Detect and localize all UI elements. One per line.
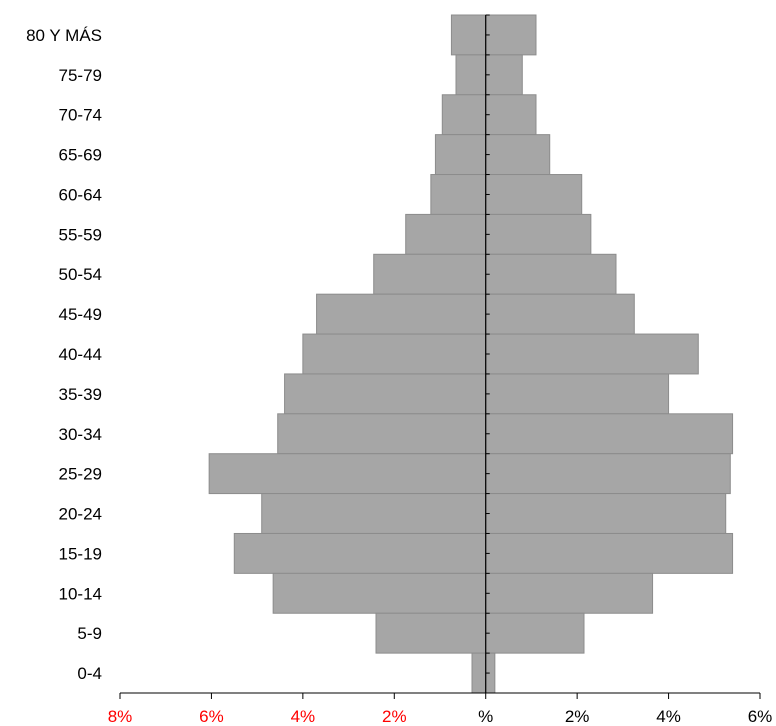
bar-left-13: [233, 532, 487, 574]
bar-left-5: [405, 213, 487, 255]
y-tick-label: 35-39: [59, 385, 102, 404]
y-tick-label: 20-24: [59, 505, 102, 524]
x-tick-label: 4%: [656, 707, 681, 726]
x-tick-label: 2%: [565, 707, 590, 726]
bar-left-9: [284, 373, 487, 415]
bar-left-16: [471, 652, 487, 694]
bar-right-5: [485, 213, 592, 255]
bar-left-8: [302, 333, 487, 375]
y-tick-label: 80 Y MÁS: [26, 26, 102, 45]
x-axis-labels: 8% 6% 4% 2%% 2% 4% 6%: [108, 707, 773, 726]
y-tick-label: 60-64: [59, 185, 102, 204]
bar-left-11: [208, 453, 487, 495]
x-tick-label: %: [478, 707, 493, 726]
bar-right-2: [485, 94, 537, 136]
x-tick-label: 6%: [199, 707, 224, 726]
bar-right-12: [485, 493, 727, 534]
y-tick-label: 65-69: [59, 146, 102, 165]
bar-right-14: [485, 572, 654, 614]
bar-left-6: [373, 253, 487, 295]
bar-right-9: [485, 373, 670, 415]
bar-left-12: [261, 493, 487, 534]
bar-right-3: [485, 134, 551, 176]
y-tick-label: 50-54: [59, 265, 102, 284]
y-tick-label: 45-49: [59, 305, 102, 324]
y-axis-labels: 80 Y MÁS 75-79 70-74 65-69 60-64 55-59 50-54 45…: [26, 26, 102, 683]
y-tick-label: 30-34: [59, 425, 102, 444]
bar-left-14: [272, 572, 487, 614]
bar-right-11: [485, 453, 731, 495]
bar-left-7: [316, 293, 487, 335]
bar-left-10: [277, 413, 487, 455]
bar-right-15: [485, 612, 585, 654]
y-tick-label: 40-44: [59, 345, 102, 364]
y-tick-label: 70-74: [59, 106, 102, 125]
x-tick-label: 2%: [382, 707, 407, 726]
bar-left-3: [434, 134, 487, 176]
bar-right-8: [485, 333, 699, 375]
y-tick-label: 10-14: [59, 584, 102, 603]
y-tick-label: 55-59: [59, 225, 102, 244]
x-tick-label: 6%: [748, 707, 773, 726]
bar-right-6: [485, 253, 617, 295]
bar-right-7: [485, 293, 635, 335]
bars-group: [208, 14, 734, 694]
bar-left-15: [375, 612, 487, 654]
y-tick-label: 15-19: [59, 544, 102, 563]
bar-right-4: [485, 174, 583, 215]
x-tick-label: 8%: [108, 707, 133, 726]
bar-left-0: [450, 14, 487, 56]
y-tick-label: 5-9: [77, 624, 102, 643]
bar-right-13: [485, 532, 734, 574]
axes-group: [119, 14, 761, 699]
bar-left-2: [441, 94, 487, 136]
bar-left-1: [455, 54, 487, 96]
bar-left-4: [430, 174, 487, 215]
bar-right-1: [485, 54, 523, 96]
y-tick-label: 75-79: [59, 66, 102, 85]
x-tick-label: 4%: [291, 707, 316, 726]
bar-right-10: [485, 413, 734, 455]
y-tick-label: 25-29: [59, 465, 102, 484]
bar-right-0: [485, 14, 537, 56]
y-tick-label: 0-4: [77, 664, 102, 683]
